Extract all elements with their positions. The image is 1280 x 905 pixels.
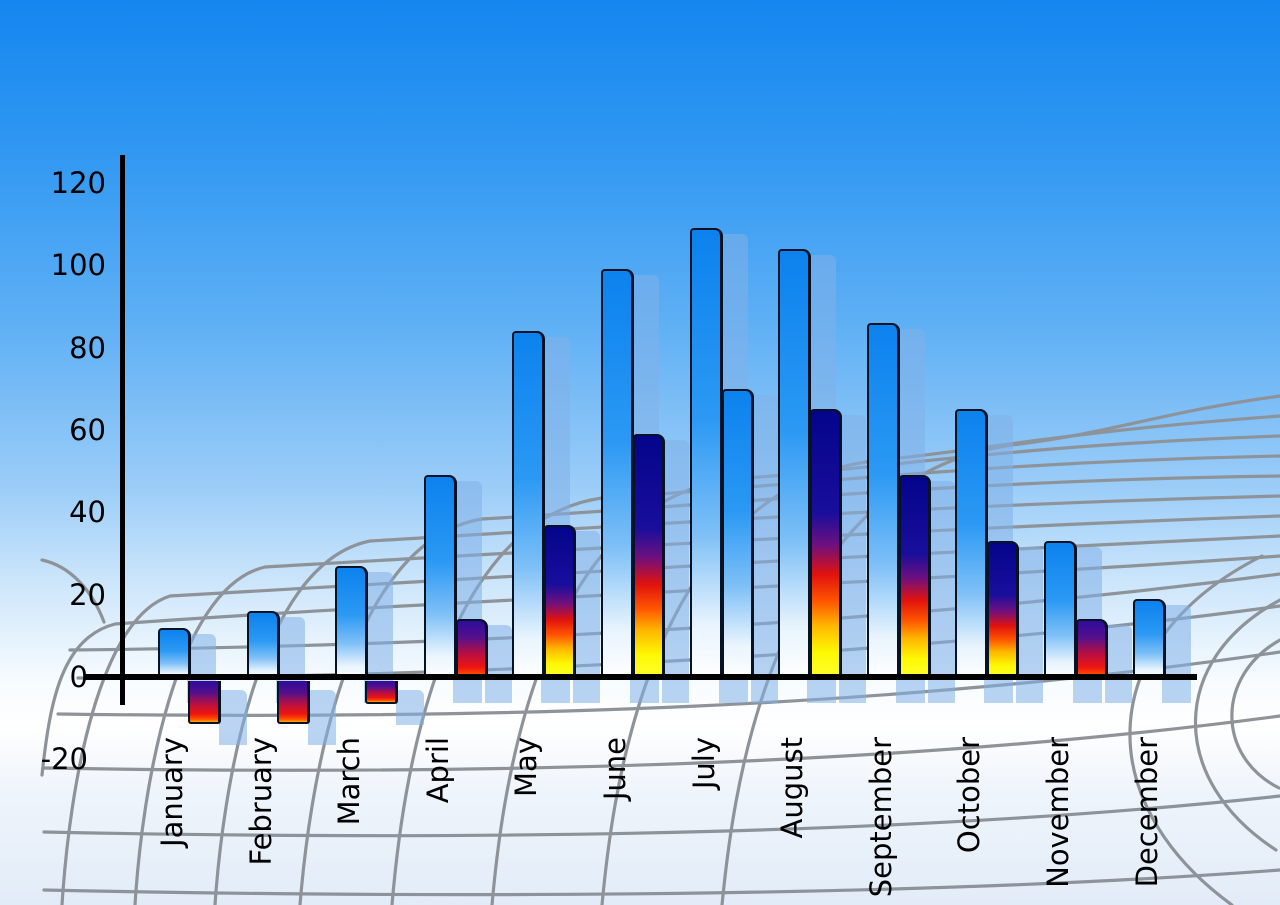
y-tick-neg20: -20 (40, 742, 88, 777)
bar-april-secondary (455, 619, 488, 679)
x-label-april: April (420, 737, 455, 804)
grid-line (42, 794, 1280, 838)
x-label-february: February (243, 737, 278, 866)
y-tick-40: 40 (69, 495, 106, 530)
bar-april-secondary-shadow (484, 625, 512, 703)
bar-october-secondary (987, 541, 1020, 679)
bar-january-primary (158, 627, 191, 679)
bar-june-secondary-shadow (662, 440, 689, 703)
bar-september-primary (866, 322, 900, 679)
bar-june-secondary (633, 434, 665, 679)
bar-january-secondary (188, 681, 221, 725)
bar-november-secondary (1076, 619, 1108, 679)
bar-may-primary (512, 331, 546, 679)
x-label-october: October (952, 737, 987, 854)
grid-line (42, 868, 1280, 897)
bar-august-secondary (810, 409, 843, 679)
bar-july-primary (689, 228, 723, 679)
x-label-september: September (863, 737, 898, 898)
bar-december-primary (1132, 598, 1166, 679)
x-axis-line (84, 674, 1197, 680)
bar-february-secondary (276, 681, 310, 725)
bar-march-secondary-shadow (396, 690, 425, 725)
bar-june-primary (601, 269, 634, 679)
grid-line (42, 714, 1280, 772)
x-label-november: November (1041, 737, 1075, 888)
bar-august-secondary-shadow (839, 415, 867, 703)
bar-february-secondary-shadow (307, 690, 336, 746)
x-label-december: December (1129, 737, 1164, 888)
bar-november-primary (1044, 541, 1077, 679)
y-tick-120: 120 (50, 165, 106, 200)
bar-february-primary (246, 611, 280, 679)
grid-curve (40, 558, 106, 624)
x-label-march: March (332, 737, 367, 826)
x-label-july: July (686, 737, 721, 790)
bar-july-secondary (721, 388, 754, 679)
bar-april-primary (423, 475, 457, 679)
bar-march-primary (335, 565, 369, 679)
bar-september-secondary-shadow (927, 481, 955, 703)
grid-curve (1230, 638, 1280, 790)
y-tick-0: 0 (69, 660, 88, 694)
y-tick-80: 80 (69, 330, 106, 365)
bar-march-secondary (365, 681, 399, 704)
grid-curve (1128, 554, 1264, 905)
x-label-june: June (598, 737, 632, 801)
bar-september-secondary (898, 475, 931, 679)
y-axis-line (120, 155, 125, 705)
bar-october-primary (955, 409, 989, 679)
x-label-august: August (775, 737, 810, 839)
bar-december-primary-shadow (1161, 604, 1191, 703)
y-tick-100: 100 (50, 248, 106, 283)
grid-curve (1193, 598, 1280, 852)
bar-may-secondary (544, 524, 577, 679)
x-label-january: January (155, 737, 189, 847)
x-label-may: May (509, 737, 544, 797)
bar-november-secondary-shadow (1105, 625, 1132, 703)
bar-august-primary (778, 248, 812, 679)
y-tick-20: 20 (69, 577, 106, 612)
bar-january-secondary-shadow (219, 690, 247, 746)
y-tick-60: 60 (69, 412, 106, 447)
bar-july-secondary-shadow (750, 394, 778, 703)
